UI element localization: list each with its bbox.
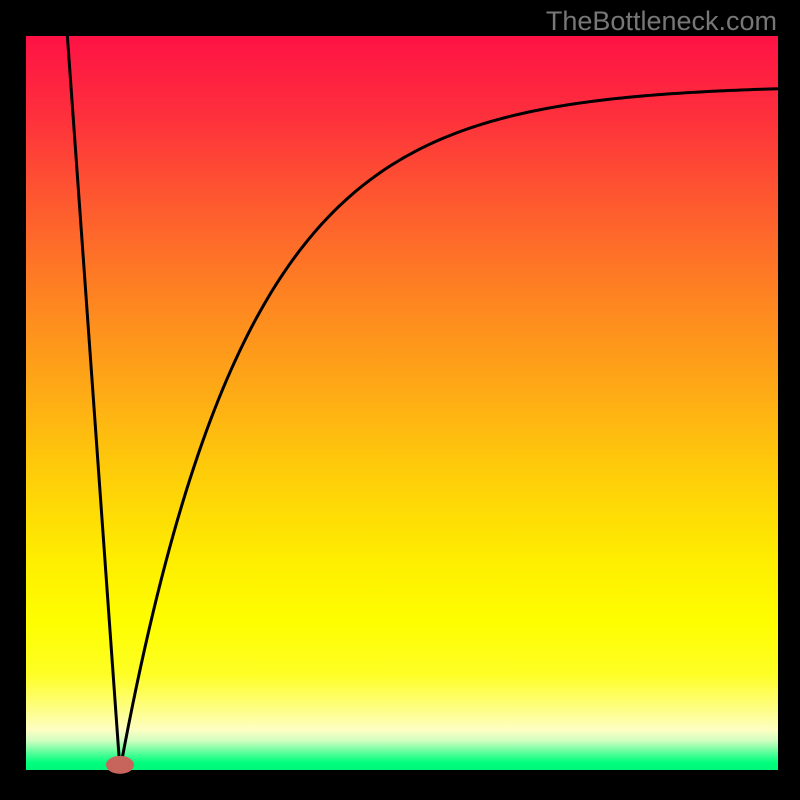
optimal-point-marker — [106, 756, 134, 774]
bottleneck-chart: TheBottleneck.com — [0, 0, 800, 800]
plot-gradient-background — [26, 36, 778, 770]
watermark-label: TheBottleneck.com — [546, 6, 777, 36]
